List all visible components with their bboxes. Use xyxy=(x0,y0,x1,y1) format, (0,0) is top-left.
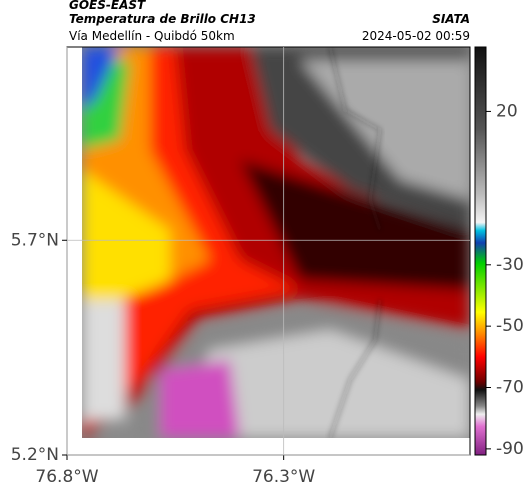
source: SIATA xyxy=(432,12,470,26)
timestamp: 2024-05-02 00:59 xyxy=(362,29,470,43)
y-tick-label: 5.7°N xyxy=(11,230,59,250)
colorbar xyxy=(474,46,487,456)
colorbar-tick-label: -30 xyxy=(496,255,524,275)
x-tick-label: 76.8°W xyxy=(35,467,98,487)
subtitle: Temperatura de Brillo CH13 xyxy=(69,12,256,26)
colorbar-tick-label: -90 xyxy=(496,439,524,459)
satellite-image xyxy=(82,47,470,438)
colorbar-tick-label: 20 xyxy=(496,101,518,121)
colorbar-tick-label: -70 xyxy=(496,378,524,398)
header: GOES-EAST Temperatura de Brillo CH13 SIA… xyxy=(69,0,470,43)
axes: 76.8°W 76.3°W 5.7°N 5.2°N 20 -30 -50 -70 -90 xyxy=(11,47,524,487)
route: Vía Medellín - Quibdó 50km xyxy=(69,29,235,43)
y-tick-label: 5.2°N xyxy=(11,445,59,465)
x-tick-label: 76.3°W xyxy=(252,467,315,487)
colorbar-tick-label: -50 xyxy=(496,316,524,336)
title: GOES-EAST xyxy=(69,0,146,12)
